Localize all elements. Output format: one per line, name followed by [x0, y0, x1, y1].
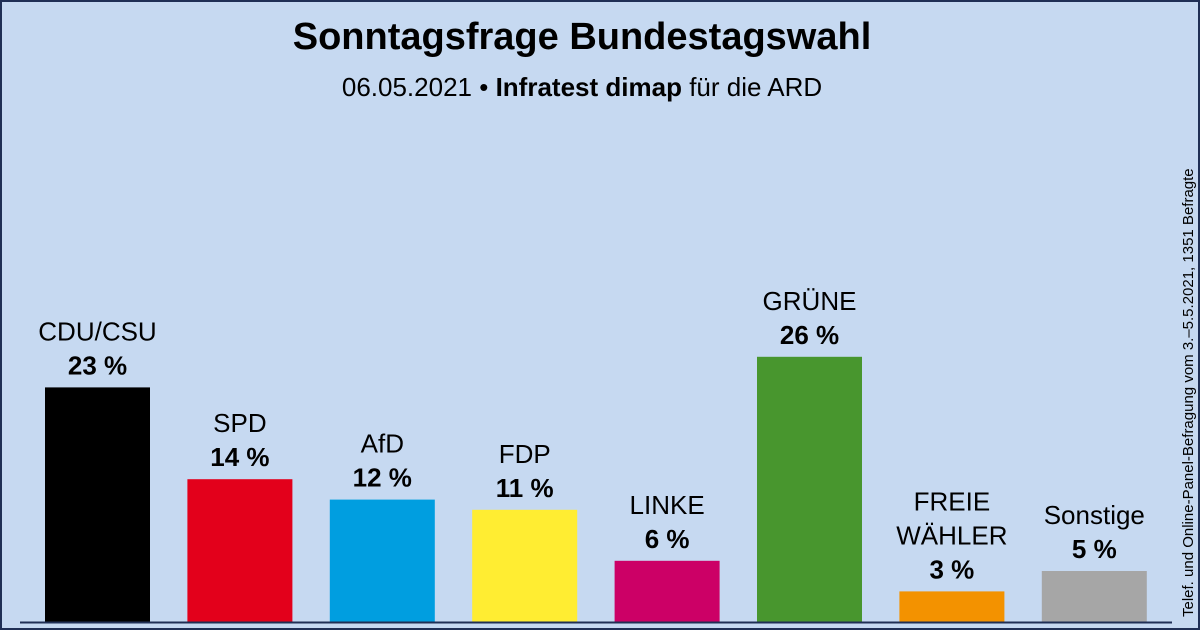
party-label: GRÜNE — [763, 286, 857, 316]
value-label: 5 % — [1072, 534, 1117, 564]
party-label: LINKE — [630, 490, 705, 520]
bar-freie-wähler — [899, 591, 1005, 622]
party-label: WÄHLER — [896, 520, 1007, 550]
subtitle-client: für die ARD — [689, 72, 823, 102]
party-label: SPD — [213, 408, 266, 438]
party-label: FREIE — [914, 486, 991, 516]
bar-cdu-csu — [45, 387, 150, 622]
bar-sonstige — [1041, 571, 1147, 622]
party-label: Sonstige — [1044, 500, 1145, 530]
value-label: 3 % — [929, 554, 974, 584]
party-label: FDP — [499, 439, 551, 469]
chart-subtitle: 06.05.2021 • Infratest dimap für die ARD — [2, 72, 1162, 103]
bar-grüne — [757, 356, 862, 622]
value-label: 12 % — [353, 463, 412, 493]
value-label: 23 % — [68, 350, 127, 380]
subtitle-institute: Infratest dimap — [495, 72, 682, 102]
subtitle-bullet: • — [479, 72, 489, 102]
value-label: 6 % — [645, 524, 690, 554]
bar-fdp — [472, 509, 578, 622]
bar-spd — [187, 479, 293, 622]
party-label: CDU/CSU — [38, 316, 156, 346]
party-label: AfD — [361, 429, 404, 459]
chart-title: Sonntagsfrage Bundestagswahl — [292, 16, 872, 58]
subtitle-date: 06.05.2021 — [341, 72, 472, 102]
value-label: 26 % — [780, 320, 839, 350]
value-label: 14 % — [210, 442, 269, 472]
value-label: 11 % — [496, 473, 554, 503]
bar-afd — [329, 499, 435, 622]
bar-linke — [614, 560, 720, 622]
